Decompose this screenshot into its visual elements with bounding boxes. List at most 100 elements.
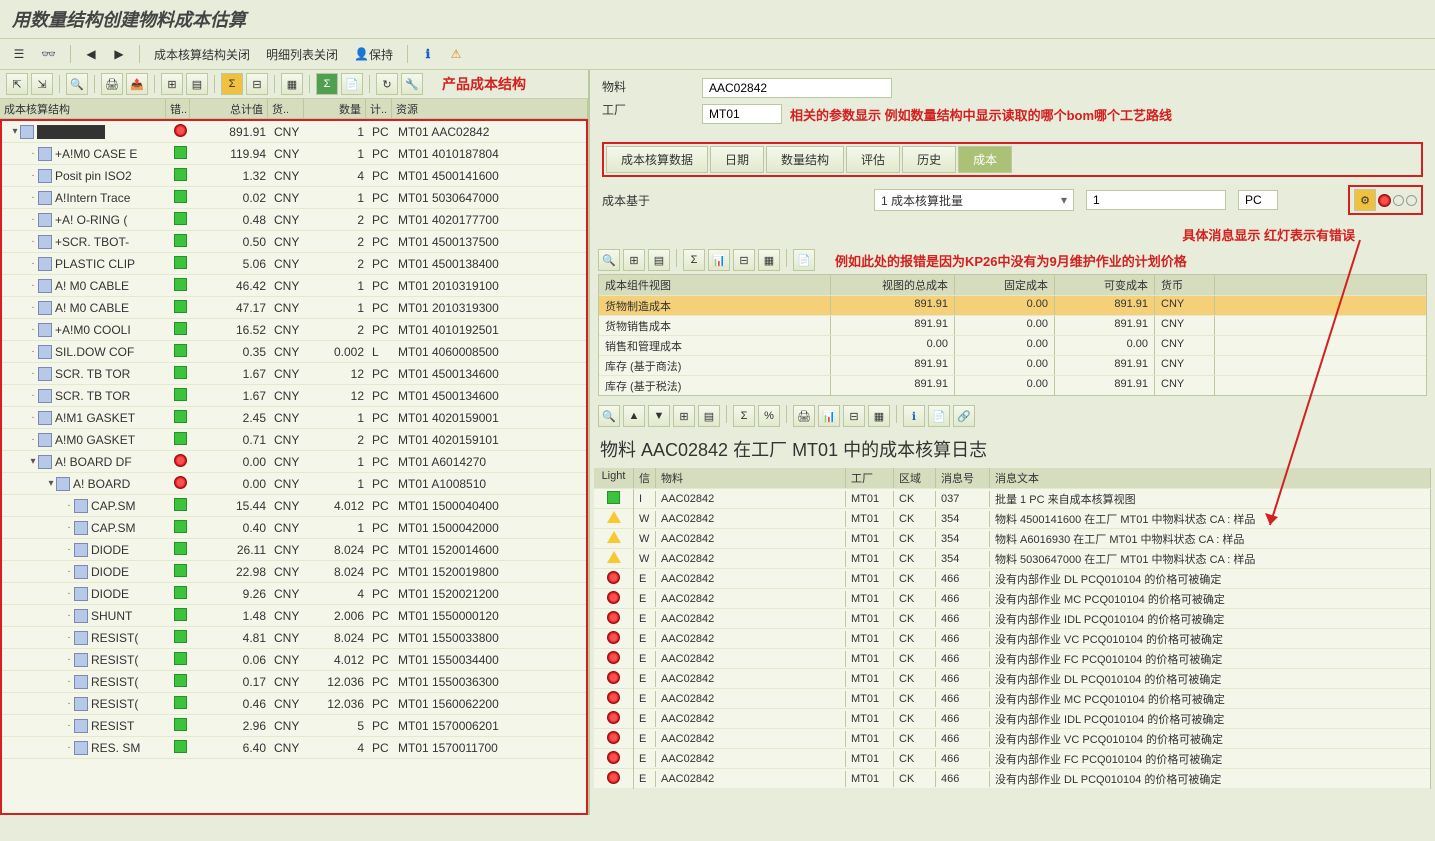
tree-row[interactable]: · DIODE 9.26 CNY 4 PC MT01 1520021200 <box>2 583 586 605</box>
cost-row[interactable]: 货物销售成本 891.91 0.00 891.91 CNY <box>599 315 1426 335</box>
tab-5[interactable]: 成本 <box>958 146 1012 173</box>
doc-icon[interactable]: 📄 <box>341 73 363 95</box>
ct-chart-icon[interactable]: 📊 <box>708 249 730 271</box>
tree-row[interactable]: · +A! O-RING ( 0.48 CNY 2 PC MT01 402017… <box>2 209 586 231</box>
lg-i12[interactable]: ℹ <box>903 405 925 427</box>
cost-row[interactable]: 库存 (基于商法) 891.91 0.00 891.91 CNY <box>599 355 1426 375</box>
prev-icon[interactable]: ◀ <box>80 43 102 65</box>
lc-type[interactable]: 信 <box>634 468 656 488</box>
refresh-icon[interactable]: ↻ <box>376 73 398 95</box>
log-row[interactable]: E AAC02842 MT01 CK 466 没有内部作业 DL PCQ0101… <box>594 568 1431 588</box>
log-row[interactable]: E AAC02842 MT01 CK 466 没有内部作业 DL PCQ0101… <box>594 768 1431 788</box>
log-row[interactable]: E AAC02842 MT01 CK 466 没有内部作业 FC PCQ0101… <box>594 648 1431 668</box>
expand-icon[interactable]: ⇱ <box>6 73 28 95</box>
tab-3[interactable]: 评估 <box>846 146 900 173</box>
cost-basis-dropdown[interactable]: 1 成本核算批量▾ <box>874 189 1074 211</box>
log-row[interactable]: I AAC02842 MT01 CK 037 批量 1 PC 来自成本核算视图 <box>594 488 1431 508</box>
tree-row[interactable]: · +A!M0 COOLI 16.52 CNY 2 PC MT01 401019… <box>2 319 586 341</box>
sort-icon[interactable]: ⊟ <box>246 73 268 95</box>
lg-i9[interactable]: 📊 <box>818 405 840 427</box>
tree-row[interactable]: · SCR. TB TOR 1.67 CNY 12 PC MT01 450013… <box>2 363 586 385</box>
tree-row[interactable]: · RES. SM 6.40 CNY 4 PC MT01 1570011700 <box>2 737 586 759</box>
col-total[interactable]: 总计值 <box>190 99 268 118</box>
tree-row[interactable]: · SCR. TB TOR 1.67 CNY 12 PC MT01 450013… <box>2 385 586 407</box>
lc-plant[interactable]: 工厂 <box>846 468 894 488</box>
collapse-icon[interactable]: ⇲ <box>31 73 53 95</box>
ct-col-curr[interactable]: 货币 <box>1155 275 1215 295</box>
lg-i4[interactable]: ⊞ <box>673 405 695 427</box>
ct-col-var[interactable]: 可变成本 <box>1055 275 1155 295</box>
material-input[interactable] <box>702 78 892 98</box>
tree-row[interactable]: ▾ A! BOARD DF 0.00 CNY 1 PC MT01 A601427… <box>2 451 586 473</box>
grid-icon[interactable]: ▦ <box>281 73 303 95</box>
tree-row[interactable]: · RESIST( 0.46 CNY 12.036 PC MT01 156006… <box>2 693 586 715</box>
log-row[interactable]: E AAC02842 MT01 CK 466 没有内部作业 DL PCQ0101… <box>594 668 1431 688</box>
tab-1[interactable]: 日期 <box>710 146 764 173</box>
lc-mat[interactable]: 物料 <box>656 468 846 488</box>
log-row[interactable]: E AAC02842 MT01 CK 466 没有内部作业 VC PCQ0101… <box>594 628 1431 648</box>
lg-i14[interactable]: 🔗 <box>953 405 975 427</box>
ct-export-icon[interactable]: 📄 <box>793 249 815 271</box>
ct-col-fixed[interactable]: 固定成本 <box>955 275 1055 295</box>
col-struct[interactable]: 成本核算结构 <box>0 99 166 118</box>
log-row[interactable]: W AAC02842 MT01 CK 354 物料 4500141600 在工厂… <box>594 508 1431 528</box>
log-row[interactable]: E AAC02842 MT01 CK 466 没有内部作业 MC PCQ0101… <box>594 688 1431 708</box>
tree-row[interactable]: · SHUNT 1.48 CNY 2.006 PC MT01 155000012… <box>2 605 586 627</box>
info-icon[interactable]: ℹ <box>417 43 439 65</box>
tree-row[interactable]: ▾ A! BOARD 0.00 CNY 1 PC MT01 A1008510 <box>2 473 586 495</box>
tree-row[interactable]: · A! M0 CABLE 46.42 CNY 1 PC MT01 201031… <box>2 275 586 297</box>
tree-row[interactable]: · SIL.DOW COF 0.35 CNY 0.002 L MT01 4060… <box>2 341 586 363</box>
plant-input[interactable] <box>702 104 782 124</box>
close-struct-button[interactable]: 成本核算结构关闭 <box>149 43 255 65</box>
col-res[interactable]: 资源 <box>392 99 588 118</box>
lg-i13[interactable]: 📄 <box>928 405 950 427</box>
ct-col-name[interactable]: 成本组件视图 <box>599 275 831 295</box>
tree-row[interactable]: · A! M0 CABLE 47.17 CNY 1 PC MT01 201031… <box>2 297 586 319</box>
tree-row[interactable]: ▾ ████████ 891.91 CNY 1 PC MT01 AAC02842 <box>2 121 586 143</box>
layout-icon[interactable]: ⊞ <box>161 73 183 95</box>
lg-i2[interactable]: ▲ <box>623 405 645 427</box>
ct-layout-icon[interactable]: ⊟ <box>733 249 755 271</box>
tool-icon[interactable]: 🔧 <box>401 73 423 95</box>
tree-row[interactable]: · RESIST( 0.06 CNY 4.012 PC MT01 1550034… <box>2 649 586 671</box>
col-unit[interactable]: 计.. <box>366 99 392 118</box>
ct-find-icon[interactable]: 🔍 <box>598 249 620 271</box>
cost-row[interactable]: 销售和管理成本 0.00 0.00 0.00 CNY <box>599 335 1426 355</box>
col-qty[interactable]: 数量 <box>304 99 366 118</box>
log-row[interactable]: E AAC02842 MT01 CK 466 没有内部作业 MC PCQ0101… <box>594 588 1431 608</box>
lc-area[interactable]: 区域 <box>894 468 936 488</box>
ct-sum-icon[interactable]: Σ <box>683 249 705 271</box>
tree-row[interactable]: · RESIST( 4.81 CNY 8.024 PC MT01 1550033… <box>2 627 586 649</box>
tree-row[interactable]: · Posit pin ISO2 1.32 CNY 4 PC MT01 4500… <box>2 165 586 187</box>
tree-row[interactable]: · CAP.SM 15.44 CNY 4.012 PC MT01 1500040… <box>2 495 586 517</box>
ct-grid-icon[interactable]: ▦ <box>758 249 780 271</box>
sum-icon[interactable]: Σ <box>221 73 243 95</box>
ct-col-total[interactable]: 视图的总成本 <box>831 275 955 295</box>
tree-row[interactable]: · A!M0 GASKET 0.71 CNY 2 PC MT01 4020159… <box>2 429 586 451</box>
tree-row[interactable]: · CAP.SM 0.40 CNY 1 PC MT01 1500042000 <box>2 517 586 539</box>
log-row[interactable]: W AAC02842 MT01 CK 354 物料 A6016930 在工厂 M… <box>594 528 1431 548</box>
lc-text[interactable]: 消息文本 <box>990 468 1431 488</box>
lg-i6[interactable]: Σ <box>733 405 755 427</box>
tab-4[interactable]: 历史 <box>902 146 956 173</box>
tree-row[interactable]: · A!M1 GASKET 2.45 CNY 1 PC MT01 4020159… <box>2 407 586 429</box>
tree-row[interactable]: · DIODE 22.98 CNY 8.024 PC MT01 15200198… <box>2 561 586 583</box>
lg-i8[interactable]: 🖨 <box>793 405 815 427</box>
lg-i11[interactable]: ▦ <box>868 405 890 427</box>
tree-row[interactable]: · DIODE 26.11 CNY 8.024 PC MT01 15200146… <box>2 539 586 561</box>
log-row[interactable]: E AAC02842 MT01 CK 466 没有内部作业 VC PCQ0101… <box>594 728 1431 748</box>
lg-i7[interactable]: % <box>758 405 780 427</box>
lg-i3[interactable]: ▼ <box>648 405 670 427</box>
tree-body[interactable]: ▾ ████████ 891.91 CNY 1 PC MT01 AAC02842… <box>0 119 588 815</box>
tree-row[interactable]: · RESIST( 0.17 CNY 12.036 PC MT01 155003… <box>2 671 586 693</box>
cost-row[interactable]: 货物制造成本 891.91 0.00 891.91 CNY <box>599 295 1426 315</box>
lc-msgno[interactable]: 消息号 <box>936 468 990 488</box>
cost-basis-qty[interactable] <box>1086 190 1226 210</box>
cost-row[interactable]: 库存 (基于税法) 891.91 0.00 891.91 CNY <box>599 375 1426 395</box>
lg-i1[interactable]: 🔍 <box>598 405 620 427</box>
ct-sort-icon[interactable]: ▤ <box>648 249 670 271</box>
menu-icon[interactable]: ☰ <box>8 43 30 65</box>
sigma-icon[interactable]: Σ <box>316 73 338 95</box>
col-err[interactable]: 错.. <box>166 99 190 118</box>
cost-basis-unit[interactable] <box>1238 190 1278 210</box>
